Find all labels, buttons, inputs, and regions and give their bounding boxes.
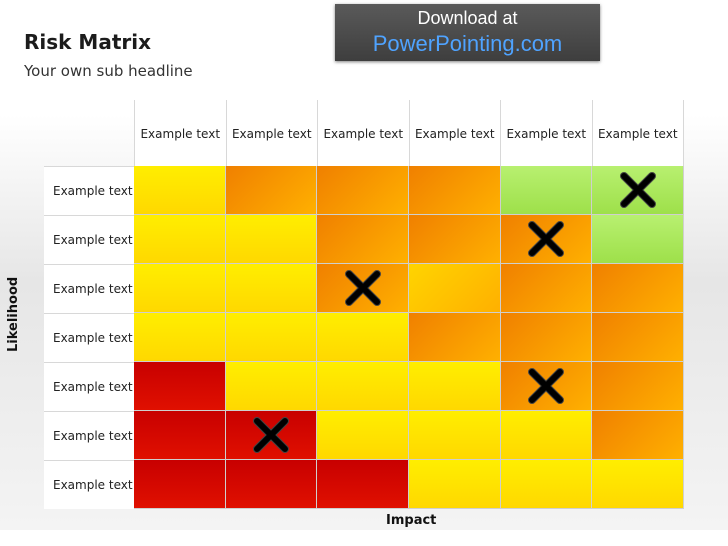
matrix-cell-r4-c6: [592, 313, 684, 362]
banner-line-1: Download at: [417, 8, 518, 28]
matrix-cell-r6-c5: [500, 411, 593, 460]
column-header-3: Example text: [318, 100, 410, 167]
matrix-cell-r2-c3: [317, 215, 409, 264]
matrix-cell-r7-c4: [408, 460, 501, 509]
matrix-cell-r7-c5: [500, 460, 593, 509]
impact-header-row: Example text Example text Example text Exam…: [134, 100, 684, 167]
matrix-cell-r3-c6: [592, 264, 684, 313]
column-header-5: Example text: [501, 100, 593, 167]
download-banner[interactable]: Download at PowerPointing.com: [335, 4, 600, 61]
row-label-6: Example text: [44, 411, 134, 460]
matrix-cell-r7-c6: [592, 460, 684, 509]
matrix-cell-r6-c4: [408, 411, 501, 460]
matrix-cell-r1-c3: [317, 166, 409, 215]
matrix-cell-r4-c4: [408, 313, 501, 362]
column-header-2: Example text: [227, 100, 318, 167]
matrix-cell-r1-c5: [500, 166, 593, 215]
risk-matrix-grid: [134, 166, 684, 509]
matrix-cell-r3-c2: [225, 264, 318, 313]
matrix-cell-r4-c3: [317, 313, 409, 362]
x-mark-icon: [526, 366, 566, 406]
matrix-cell-r6-c6: [592, 411, 684, 460]
matrix-cell-r2-c1: [134, 215, 226, 264]
matrix-cell-r6-c1: [134, 411, 226, 460]
matrix-cell-r1-c1: [134, 166, 226, 215]
row-label-3: Example text: [44, 264, 134, 313]
matrix-cell-r2-c4: [408, 215, 501, 264]
column-header-6: Example text: [593, 100, 684, 167]
row-label-4: Example text: [44, 313, 134, 362]
column-header-1: Example text: [134, 100, 227, 167]
matrix-cell-r2-c5: [500, 215, 593, 264]
x-mark-icon: [343, 268, 383, 308]
matrix-cell-r6-c2: [225, 411, 318, 460]
matrix-cell-r5-c3: [317, 362, 409, 411]
y-axis-label: Likelihood: [6, 276, 21, 352]
matrix-cell-r5-c2: [225, 362, 318, 411]
matrix-cell-r6-c3: [317, 411, 409, 460]
matrix-cell-r4-c1: [134, 313, 226, 362]
matrix-cell-r5-c1: [134, 362, 226, 411]
matrix-cell-r1-c2: [225, 166, 318, 215]
x-mark-icon: [526, 219, 566, 259]
page-subtitle: Your own sub headline: [24, 62, 193, 80]
matrix-cell-r7-c3: [317, 460, 409, 509]
matrix-cell-r5-c5: [500, 362, 593, 411]
x-mark-icon: [251, 415, 291, 455]
matrix-cell-r1-c4: [408, 166, 501, 215]
matrix-cell-r5-c6: [592, 362, 684, 411]
matrix-cell-r3-c3: [317, 264, 409, 313]
row-label-1: Example text: [44, 166, 134, 215]
matrix-cell-r4-c5: [500, 313, 593, 362]
row-label-7: Example text: [44, 460, 134, 509]
likelihood-label-column: Example text Example text Example text Exam…: [44, 166, 134, 509]
matrix-cell-r2-c2: [225, 215, 318, 264]
matrix-cell-r2-c6: [592, 215, 684, 264]
matrix-cell-r1-c6: [592, 166, 684, 215]
matrix-cell-r7-c1: [134, 460, 226, 509]
matrix-cell-r5-c4: [408, 362, 501, 411]
x-mark-icon: [618, 170, 658, 210]
column-header-4: Example text: [410, 100, 501, 167]
matrix-cell-r7-c2: [225, 460, 318, 509]
matrix-cell-r4-c2: [225, 313, 318, 362]
row-label-5: Example text: [44, 362, 134, 411]
banner-link[interactable]: PowerPointing.com: [372, 31, 563, 56]
matrix-cell-r3-c1: [134, 264, 226, 313]
x-axis-label: Impact: [386, 513, 437, 528]
row-label-2: Example text: [44, 215, 134, 264]
page-title: Risk Matrix: [24, 30, 152, 54]
matrix-cell-r3-c5: [500, 264, 593, 313]
matrix-cell-r3-c4: [408, 264, 501, 313]
